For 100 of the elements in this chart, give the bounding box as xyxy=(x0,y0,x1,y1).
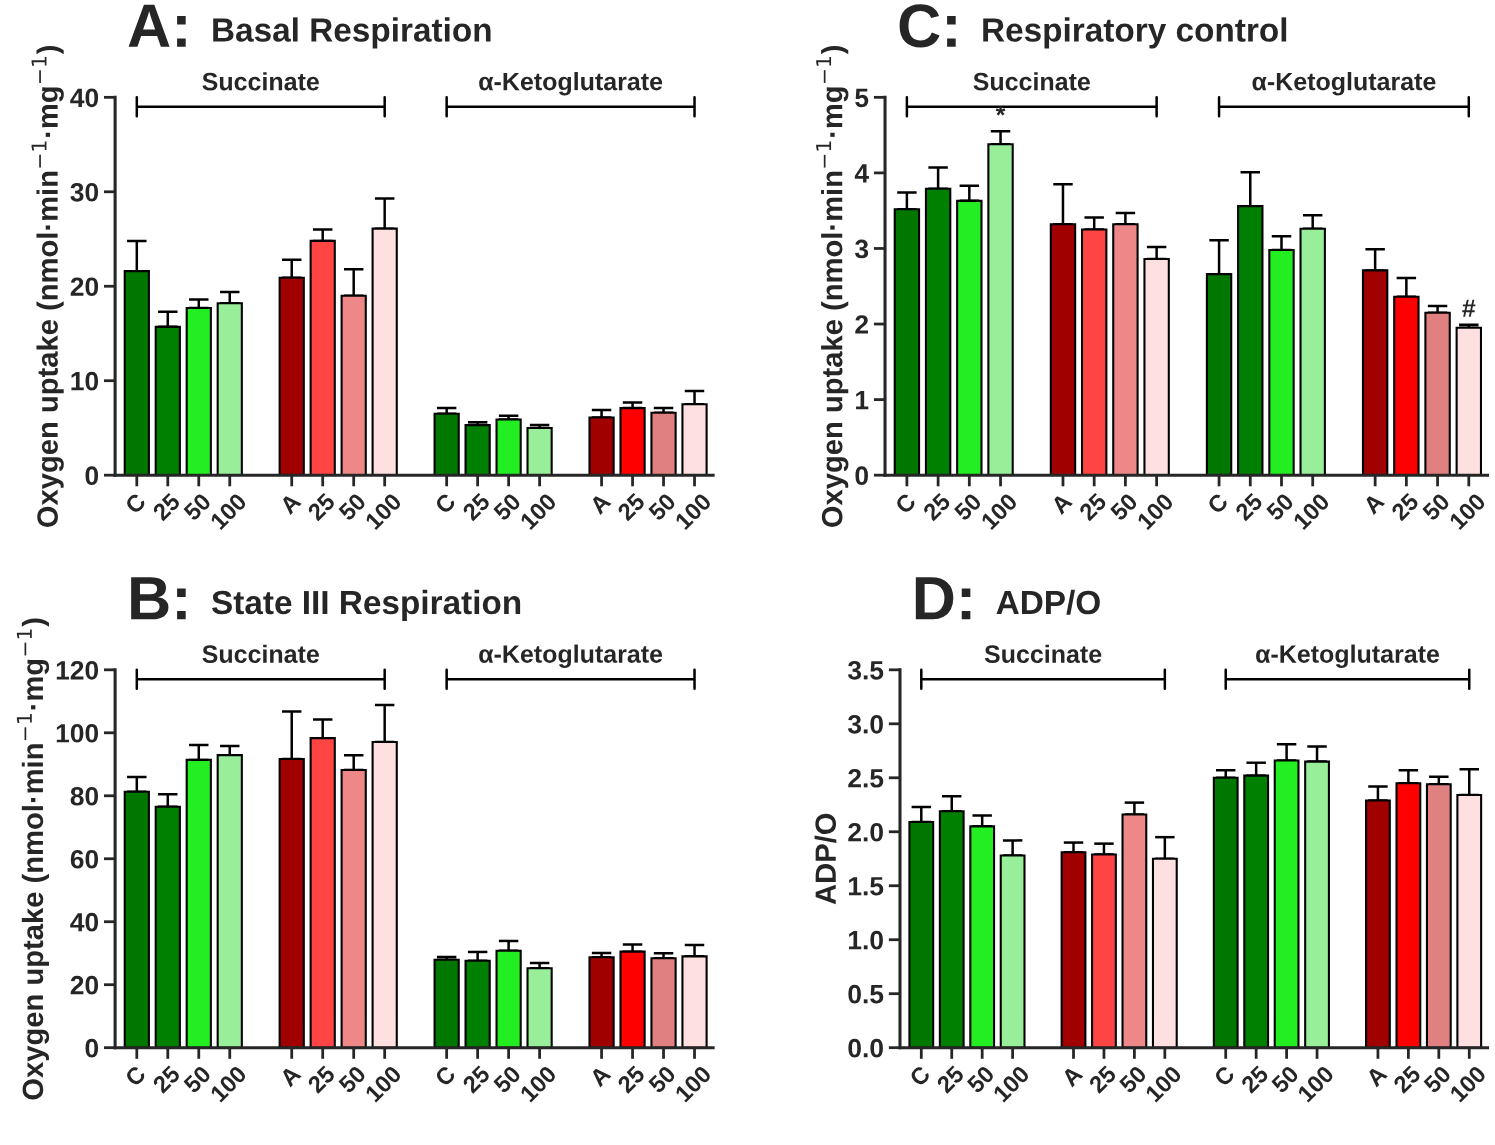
y-tick-label: 60 xyxy=(70,849,99,869)
x-tick-label: 50 xyxy=(337,1064,367,1094)
x-tick-label: 50 xyxy=(1422,1064,1452,1094)
y-tick-label: 10 xyxy=(71,371,99,391)
y-tick-label: 2.0 xyxy=(848,822,883,842)
x-tick-label: 100 xyxy=(992,1064,1031,1103)
x-tick-label: 25 xyxy=(1234,492,1264,522)
y-axis-title: Oxygen uptake (nmol·min$^{−1}$·mg$^{−1}$) xyxy=(16,618,50,1100)
x-tick-label: 50 xyxy=(953,492,983,522)
text: Succinate xyxy=(984,644,1102,663)
x-tick-label: A xyxy=(588,492,612,515)
bar xyxy=(650,411,677,476)
chart-title: B: xyxy=(131,577,186,620)
chart-title: D: xyxy=(915,577,971,620)
x-tick-label: 100 xyxy=(674,492,713,531)
y-tick-label: 1 xyxy=(856,391,869,410)
chart-title: A: xyxy=(128,4,186,47)
text: α-Ketoglutarate xyxy=(479,72,663,96)
chart-title: C: xyxy=(899,4,956,48)
x-tick-label: C xyxy=(894,492,917,515)
x-tick-label: 50 xyxy=(337,492,367,522)
y-tick-label: 20 xyxy=(70,975,99,995)
x-tick-label: 50 xyxy=(1109,492,1139,522)
y-axis-title: ADP/O xyxy=(814,813,837,905)
x-tick-label: 100 xyxy=(364,1064,403,1103)
x-tick-label: 100 xyxy=(1292,492,1331,531)
y-tick-label: 40 xyxy=(70,88,99,108)
y-tick-label: 40 xyxy=(70,912,99,932)
x-tick-label: 50 xyxy=(182,492,212,522)
x-tick-label: 50 xyxy=(647,1064,677,1094)
x-tick-label: 50 xyxy=(1265,492,1295,522)
x-tick-label: 100 xyxy=(519,1064,558,1103)
y-tick-label: 1.0 xyxy=(849,930,883,950)
x-tick-label: 50 xyxy=(182,1064,212,1094)
x-tick-label: A xyxy=(278,1064,302,1088)
y-tick-label: 0 xyxy=(85,466,99,485)
x-tick-label: 25 xyxy=(1392,1064,1422,1094)
y-axis-title: Oxygen uptake (nmol·min$^{−1}$·mg$^{−1}$) xyxy=(31,45,64,527)
x-tick-label: 50 xyxy=(492,492,522,522)
x-tick-label: 50 xyxy=(1421,492,1451,522)
x-tick-label: 25 xyxy=(922,492,952,522)
x-tick-label: 25 xyxy=(461,492,491,522)
x-tick-label: 25 xyxy=(1240,1064,1270,1094)
chart-subtitle: Basal Respiration xyxy=(213,17,491,49)
x-tick-label: C xyxy=(908,1064,932,1088)
x-tick-label: 25 xyxy=(1390,492,1420,522)
y-tick-label: 2 xyxy=(855,315,869,334)
y-tick-label: 0 xyxy=(855,466,868,485)
chart-subtitle: Respiratory control xyxy=(983,17,1287,49)
text: Succinate xyxy=(202,644,319,663)
data-label: * xyxy=(995,106,1006,116)
y-tick-label: 0 xyxy=(85,1038,99,1058)
bar xyxy=(650,957,677,1048)
y-tick-label: 20 xyxy=(70,277,99,297)
x-tick-label: A xyxy=(1050,492,1073,515)
x-tick-label: 25 xyxy=(151,492,182,522)
text: Succinate xyxy=(202,72,319,91)
x-tick-label: A xyxy=(588,1064,612,1088)
y-tick-label: 80 xyxy=(70,786,99,806)
y-tick-label: 2.5 xyxy=(848,768,884,788)
y-tick-label: 100 xyxy=(56,723,99,743)
x-tick-label: 25 xyxy=(616,492,646,522)
text: α-Ketoglutarate xyxy=(1252,72,1436,96)
bar xyxy=(433,412,460,476)
chart-subtitle: ADP/O xyxy=(996,589,1100,615)
bar xyxy=(588,956,615,1048)
x-tick-label: C xyxy=(1206,492,1230,515)
bar xyxy=(495,418,522,476)
x-tick-label: C xyxy=(433,492,457,515)
x-tick-label: A xyxy=(1365,1064,1388,1088)
chart-subtitle: State III Respiration xyxy=(211,589,521,621)
x-tick-label: 25 xyxy=(1087,1064,1118,1094)
x-tick-label: 100 xyxy=(1449,1064,1487,1103)
text: α-Ketoglutarate xyxy=(1256,644,1440,668)
x-tick-label: 50 xyxy=(492,1064,522,1094)
x-tick-label: 25 xyxy=(935,1064,966,1094)
bar xyxy=(464,424,491,476)
x-tick-label: 100 xyxy=(209,492,248,531)
x-tick-label: 25 xyxy=(306,1064,337,1094)
text: α-Ketoglutarate xyxy=(479,644,663,668)
x-tick-label: 25 xyxy=(616,1064,646,1094)
bar xyxy=(1424,311,1451,476)
y-tick-label: 0.5 xyxy=(848,984,884,1004)
bar xyxy=(1455,326,1483,476)
text: Succinate xyxy=(973,72,1090,91)
y-tick-label: 120 xyxy=(56,660,99,680)
y-tick-label: 3 xyxy=(855,239,869,259)
x-tick-label: 100 xyxy=(364,492,403,531)
x-tick-label: 100 xyxy=(1448,492,1487,531)
x-tick-label: C xyxy=(124,1064,147,1088)
bar xyxy=(526,967,553,1048)
data-label: # xyxy=(1462,299,1476,317)
x-tick-label: 100 xyxy=(980,492,1019,531)
x-tick-label: C xyxy=(433,1064,457,1088)
bar xyxy=(433,958,460,1048)
x-tick-label: A xyxy=(1362,492,1386,515)
bar xyxy=(619,950,646,1048)
y-tick-label: 4 xyxy=(854,164,869,183)
y-tick-label: 3.5 xyxy=(847,660,884,680)
x-tick-label: C xyxy=(124,492,147,515)
